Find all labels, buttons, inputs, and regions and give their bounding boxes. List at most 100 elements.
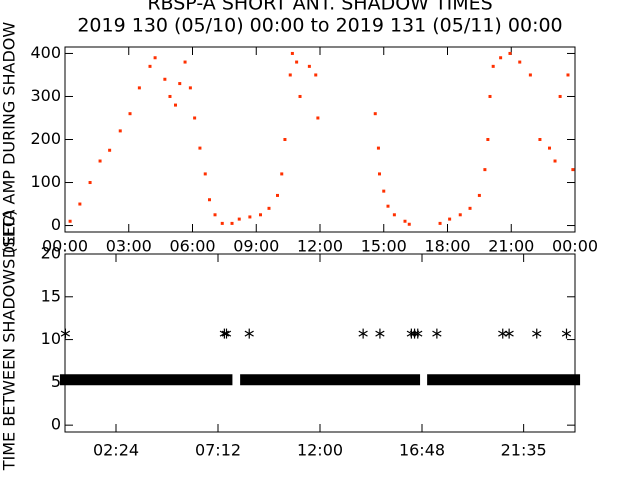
data-dot bbox=[290, 51, 294, 55]
x-tick-label: 16:48 bbox=[399, 441, 445, 460]
data-dot bbox=[178, 82, 182, 86]
data-dot bbox=[188, 86, 192, 90]
asterisk-point bbox=[413, 328, 423, 339]
asterisk-stroke bbox=[60, 330, 71, 337]
data-dot bbox=[488, 94, 492, 98]
x-tick-label: 15:00 bbox=[361, 237, 407, 256]
data-dot bbox=[553, 159, 557, 163]
asterisk-stroke bbox=[244, 330, 254, 337]
data-dot bbox=[163, 77, 167, 81]
data-dot bbox=[237, 217, 241, 221]
y-axis-label: DELTA AMP DURING SHADOW bbox=[0, 22, 19, 259]
asterisk-stroke bbox=[561, 330, 572, 337]
data-dot bbox=[276, 193, 279, 197]
y-tick-label: 5 bbox=[51, 372, 61, 391]
y-tick-label: 400 bbox=[30, 43, 61, 62]
data-dot bbox=[213, 213, 217, 217]
data-dot bbox=[378, 172, 381, 176]
asterisk-stroke bbox=[375, 330, 385, 337]
data-dot bbox=[468, 206, 472, 210]
data-dot bbox=[548, 146, 551, 150]
data-dot bbox=[477, 193, 481, 197]
data-dot bbox=[248, 215, 252, 219]
x-tick-label: 00:00 bbox=[552, 237, 598, 256]
asterisk-stroke bbox=[358, 330, 368, 337]
data-dot bbox=[314, 73, 318, 77]
data-dot bbox=[203, 172, 207, 176]
data-dot bbox=[183, 60, 187, 64]
data-dot bbox=[566, 73, 570, 77]
data-dot bbox=[230, 221, 234, 225]
data-dot bbox=[458, 213, 462, 217]
data-dot bbox=[373, 112, 377, 116]
chart-title: RBSP-A SHORT ANT. SHADOW TIMES bbox=[147, 0, 492, 15]
data-dot bbox=[148, 64, 152, 68]
data-dot bbox=[448, 217, 452, 221]
asterisk-stroke bbox=[504, 330, 514, 337]
data-dot bbox=[558, 94, 562, 98]
asterisk-point bbox=[358, 328, 368, 339]
y-axis-label: TIME BETWEEN SHADOWS (SEC) bbox=[0, 210, 19, 471]
data-dot bbox=[153, 56, 157, 60]
asterisk-stroke bbox=[432, 330, 442, 337]
data-dot bbox=[386, 204, 390, 208]
x-tick-label: 00:00 bbox=[42, 237, 88, 256]
data-dot bbox=[78, 202, 82, 206]
x-tick-label: 12:00 bbox=[297, 441, 343, 460]
data-dot bbox=[168, 94, 172, 98]
data-dot bbox=[538, 138, 542, 141]
asterisk-point bbox=[504, 328, 514, 339]
y-tick-label: 300 bbox=[30, 86, 61, 105]
data-dot bbox=[298, 94, 302, 98]
data-dot bbox=[198, 146, 202, 150]
data-dot bbox=[307, 64, 311, 68]
data-dot bbox=[68, 219, 72, 223]
data-dot bbox=[491, 64, 495, 68]
data-dot bbox=[118, 129, 122, 133]
data-dot bbox=[137, 86, 141, 90]
asterisk-point bbox=[532, 328, 542, 339]
data-dot bbox=[295, 60, 299, 64]
asterisk-stroke bbox=[219, 330, 230, 337]
data-dot bbox=[98, 159, 102, 163]
x-tick-label: 21:35 bbox=[501, 441, 547, 460]
data-dot bbox=[508, 51, 512, 55]
data-dot bbox=[280, 172, 284, 176]
data-dot bbox=[128, 112, 132, 116]
data-dot bbox=[88, 181, 92, 185]
asterisk-stroke bbox=[532, 330, 542, 337]
x-tick-label: 06:00 bbox=[169, 237, 215, 256]
asterisk-stroke bbox=[221, 330, 232, 337]
data-dot bbox=[486, 138, 490, 141]
data-dot bbox=[483, 168, 487, 172]
x-tick-label: 12:00 bbox=[297, 237, 343, 256]
asterisk-point bbox=[221, 328, 232, 339]
data-dot bbox=[316, 116, 320, 120]
chart-subtitle: 2019 130 (05/10) 00:00 to 2019 131 (05/1… bbox=[77, 15, 562, 37]
data-dot bbox=[220, 221, 224, 225]
asterisk-point bbox=[375, 328, 385, 339]
x-tick-label: 18:00 bbox=[424, 237, 470, 256]
y-tick-label: 0 bbox=[51, 215, 61, 234]
x-tick-label: 21:00 bbox=[488, 237, 534, 256]
data-dot bbox=[174, 103, 177, 107]
data-dot bbox=[438, 221, 442, 225]
data-dot bbox=[382, 189, 386, 193]
x-tick-label: 03:00 bbox=[106, 237, 152, 256]
x-tick-label: 02:24 bbox=[93, 441, 139, 460]
y-tick-label: 200 bbox=[30, 129, 61, 148]
data-dot bbox=[571, 168, 575, 172]
data-dot bbox=[518, 60, 522, 64]
data-dot bbox=[259, 213, 262, 217]
data-dot bbox=[288, 73, 292, 77]
asterisk-point bbox=[432, 328, 442, 339]
y-tick-label: 0 bbox=[51, 415, 61, 434]
data-dot bbox=[283, 138, 287, 141]
asterisk-point bbox=[244, 328, 254, 339]
asterisk-point bbox=[561, 328, 572, 339]
data-dot bbox=[108, 148, 112, 152]
y-tick-label: 100 bbox=[30, 172, 61, 191]
data-dot bbox=[403, 219, 407, 223]
